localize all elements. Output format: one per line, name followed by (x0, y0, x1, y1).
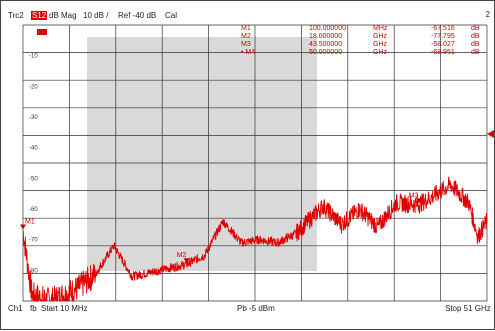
plot-markers: M1 M2 M3 (20, 192, 422, 264)
marker-row[interactable]: M3 43.500000 GHz -58.027 dB (241, 41, 491, 49)
stop-freq[interactable]: Stop 51 GHz (445, 304, 491, 313)
marker-unit: MHz (373, 25, 388, 32)
marker-unit: GHz (373, 49, 387, 56)
cal-label: Cal (165, 11, 178, 20)
marker-triangle[interactable] (20, 224, 26, 230)
marker-unit: GHz (373, 33, 387, 40)
ref-level-label[interactable]: Ref -40 dB (118, 11, 157, 20)
marker-vunit: dB (471, 41, 480, 48)
marker-label[interactable]: M3 (409, 192, 419, 199)
marker-name: M2 (241, 33, 251, 40)
highlight-region (87, 37, 317, 271)
y-tick-label: -10 (29, 54, 38, 60)
marker-triangle[interactable] (183, 258, 190, 264)
marker-triangle[interactable] (415, 198, 422, 204)
trace-line (22, 176, 488, 303)
marker-label[interactable]: M2 (177, 252, 187, 259)
channel-label[interactable]: Ch1 (8, 304, 23, 313)
sparam-badge[interactable]: S12 (31, 11, 48, 20)
marker-value: -68.951 (431, 49, 455, 56)
y-tick-label: -20 (29, 84, 38, 90)
y-tick-label: -50 (29, 176, 38, 182)
fb-label: fb (30, 304, 37, 313)
marker-freq: 18.000000 (309, 33, 343, 40)
marker-freq: 100.000000 (309, 25, 346, 32)
marker-label[interactable]: M1 (25, 218, 35, 225)
y-tick-label: -60 (29, 207, 38, 213)
y-tick-label: -30 (29, 115, 38, 121)
reference-marker-icon[interactable] (487, 130, 494, 138)
marker-vunit: dB (471, 33, 480, 40)
marker-row[interactable]: M2 18.000000 GHz -77.795 dB (241, 33, 491, 41)
marker-freq: 50.000000 (309, 49, 343, 56)
y-tick-label: -80 (29, 268, 38, 274)
marker-row[interactable]: • M4 50.000000 GHz -68.951 dB (241, 49, 491, 57)
scale-label[interactable]: 10 dB / (83, 11, 109, 20)
marker-vunit: dB (471, 25, 480, 32)
marker-value: -58.027 (431, 41, 455, 48)
trace-name[interactable]: Trc2 (8, 11, 24, 20)
marker-vunit: dB (471, 49, 480, 56)
trace-header: Trc2 S12 dB Mag 10 dB / Ref -40 dB Cal 2 (1, 1, 494, 21)
marker-freq: 43.500000 (309, 41, 343, 48)
marker-name: M3 (241, 41, 251, 48)
channel-footer: Ch1 fb Start 10 MHz Pb -5 dBm Stop 51 GH… (1, 301, 494, 315)
power-label[interactable]: Pb -5 dBm (237, 304, 275, 313)
y-tick-label: -70 (29, 238, 38, 244)
start-freq[interactable]: Start 10 MHz (41, 304, 88, 313)
marker-row[interactable]: M1 100.000000 MHz -67.516 dB (241, 25, 491, 33)
marker-name: M1 (241, 25, 251, 32)
marker-table: M1 100.000000 MHz -67.516 dB M2 18.000000 GHz -7… (241, 25, 491, 57)
y-tick-label: -40 (29, 146, 38, 152)
marker-unit: GHz (373, 41, 387, 48)
plot-grid (22, 24, 488, 302)
format-label[interactable]: dB Mag (49, 11, 77, 20)
trace-select-indicator[interactable] (37, 29, 47, 35)
y-axis-ticks: -10 -20 -30 -40 -50 -60 -70 -80 (29, 54, 38, 275)
marker-value: -67.516 (431, 25, 455, 32)
marker-value: -77.795 (431, 33, 455, 40)
channel-index: 2 (485, 10, 490, 19)
marker-name: • M4 (241, 49, 256, 56)
